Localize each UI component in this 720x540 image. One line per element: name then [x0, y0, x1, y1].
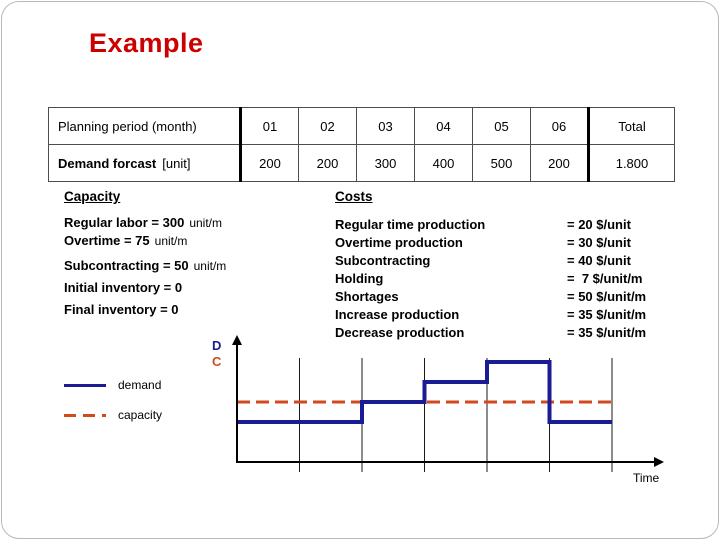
cost-item-label: Holding — [335, 271, 384, 286]
cost-item-value: = 30 $/unit — [567, 235, 631, 250]
capacity-item-unit: unit/m — [189, 216, 222, 230]
demand-cell: 200 — [298, 144, 357, 182]
cost-item-value: = 40 $/unit — [567, 253, 631, 268]
demand-cell: 300 — [356, 144, 415, 182]
cost-item-label: Increase production — [335, 307, 460, 322]
demand-unit-label: [unit] — [162, 155, 191, 171]
cost-item: Subcontracting = 40 $/unit — [335, 252, 670, 270]
period-cell: 03 — [356, 107, 415, 145]
capacity-item-text: Subcontracting = 50 — [64, 258, 189, 273]
capacity-item-text: Overtime = 75 — [64, 233, 150, 248]
demand-label: Demand forcast — [58, 155, 157, 171]
legend-demand: demand — [64, 377, 161, 393]
table-row-planning-period: Planning period (month) 01 02 03 04 05 0… — [48, 107, 675, 145]
capacity-item-text: Regular labor = 300 — [64, 215, 185, 230]
period-cell: 01 — [240, 107, 299, 145]
cost-item-label: Overtime production — [335, 235, 463, 250]
planning-table: Planning period (month) 01 02 03 04 05 0… — [48, 107, 675, 182]
cost-item: Overtime production = 30 $/unit — [335, 234, 670, 252]
legend-demand-label: demand — [118, 378, 162, 392]
cost-item-value: = 20 $/unit — [567, 217, 631, 232]
cost-item-value: = 50 $/unit/m — [567, 289, 647, 304]
capacity-item-unit: unit/m — [154, 234, 188, 248]
period-cell: 04 — [414, 107, 473, 145]
period-cell: 06 — [530, 107, 590, 145]
capacity-heading: Capacity — [64, 189, 121, 204]
total-header: Total — [588, 107, 675, 145]
cost-item-value: = 35 $/unit/m — [567, 325, 647, 340]
table-row-demand: Demand forcast [unit] 200 200 300 400 500… — [48, 144, 675, 182]
cost-item: Shortages = 50 $/unit/m — [335, 288, 670, 306]
row-header-planning-period: Planning period (month) — [48, 107, 242, 145]
capacity-item: Initial inventory = 0 — [64, 279, 339, 297]
cost-item: Decrease production = 35 $/unit/m — [335, 324, 670, 342]
capacity-item: Regular labor = 300 unit/m — [64, 214, 339, 232]
costs-heading: Costs — [335, 189, 373, 204]
cost-item-label: Regular time production — [335, 217, 486, 232]
cost-item: Regular time production = 20 $/unit — [335, 216, 670, 234]
slide-title: Example — [89, 28, 204, 58]
demand-cell: 400 — [414, 144, 473, 182]
demand-cell: 500 — [472, 144, 531, 182]
capacity-item: Final inventory = 0 — [64, 301, 339, 319]
label-capacity-axis: C — [212, 354, 222, 369]
x-axis-label: Time — [633, 471, 660, 485]
cost-item-value: = 7 $/unit/m — [567, 271, 643, 286]
capacity-section: Capacity Regular labor = 300 unit/m Overt… — [64, 188, 339, 319]
capacity-item-text: Final inventory = 0 — [64, 302, 179, 317]
legend-capacity-label: capacity — [118, 408, 163, 422]
label-demand-axis: D — [212, 338, 222, 353]
capacity-item: Subcontracting = 50 unit/m — [64, 257, 339, 275]
cost-item: Holding = 7 $/unit/m — [335, 270, 670, 288]
period-cell: 05 — [472, 107, 531, 145]
cost-item-label: Shortages — [335, 289, 399, 304]
period-cell: 02 — [298, 107, 357, 145]
cost-item-label: Subcontracting — [335, 253, 431, 268]
capacity-item-text: Initial inventory = 0 — [64, 280, 183, 295]
demand-cell: 200 — [240, 144, 299, 182]
capacity-item-unit: unit/m — [193, 259, 227, 273]
demand-total: 1.800 — [588, 144, 675, 182]
row-header-demand: Demand forcast [unit] — [48, 144, 242, 182]
cost-item: Increase production = 35 $/unit/m — [335, 306, 670, 324]
capacity-swatch — [64, 413, 106, 417]
legend-capacity: capacity — [64, 407, 162, 423]
capacity-item: Overtime = 75 unit/m — [64, 232, 339, 250]
demand-cell: 200 — [530, 144, 590, 182]
cost-item-label: Decrease production — [335, 325, 465, 340]
demand-swatch — [64, 383, 106, 387]
costs-section: Costs Regular time production = 20 $/unit… — [335, 188, 670, 342]
cost-item-value: = 35 $/unit/m — [567, 307, 647, 322]
